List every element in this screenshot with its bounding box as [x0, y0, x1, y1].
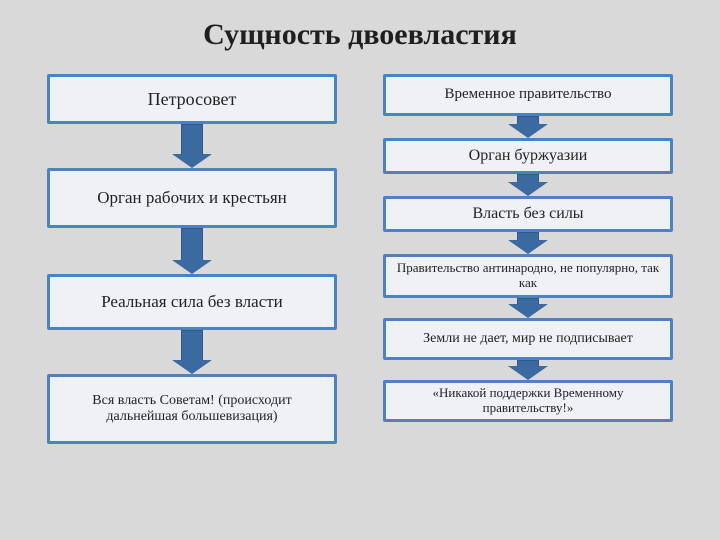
box-l3: Вся власть Советам! (происходит дальнейш…	[47, 374, 337, 444]
slide: Сущность двоевластия Петросовет Орган раб…	[0, 0, 720, 540]
box-r2: Власть без силы	[383, 196, 673, 232]
box-r3: Правительство антинародно, не популярно,…	[383, 254, 673, 298]
box-r5: «Никакой поддержки Временному правительс…	[383, 380, 673, 422]
box-r0: Временное правительство	[383, 74, 673, 116]
arrow-r2	[508, 232, 548, 254]
arrow-r4	[508, 360, 548, 380]
box-l1: Орган рабочих и крестьян	[47, 168, 337, 228]
arrow-l2	[172, 330, 212, 374]
arrow-r3	[508, 298, 548, 318]
columns: Петросовет Орган рабочих и крестьян Реальн…	[36, 74, 684, 444]
box-r4: Земли не дает, мир не подписывает	[383, 318, 673, 360]
box-l0: Петросовет	[47, 74, 337, 124]
arrow-l0	[172, 124, 212, 168]
box-r1: Орган буржуазии	[383, 138, 673, 174]
left-column: Петросовет Орган рабочих и крестьян Реальн…	[47, 74, 337, 444]
slide-title: Сущность двоевластия	[36, 18, 684, 52]
arrow-l1	[172, 228, 212, 274]
arrow-r0	[508, 116, 548, 138]
box-l2: Реальная сила без власти	[47, 274, 337, 330]
right-column: Временное правительство Орган буржуазии Вл…	[383, 74, 673, 444]
arrow-r1	[508, 174, 548, 196]
